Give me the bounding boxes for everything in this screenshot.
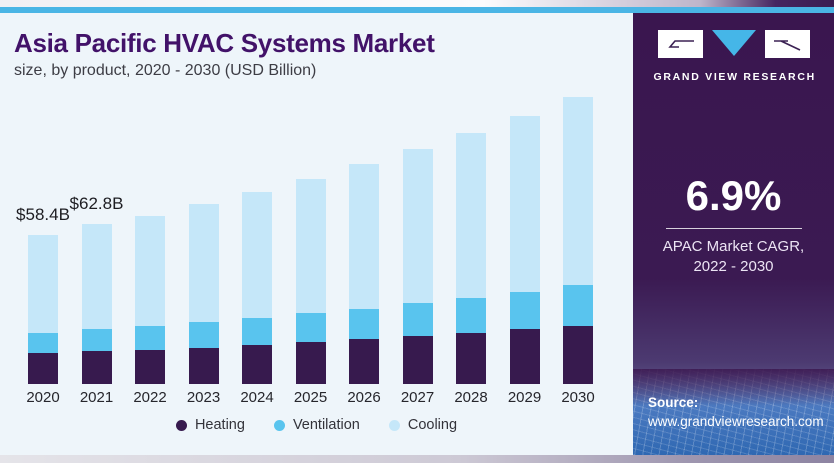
bar-segment-ventilation-2020 [28,332,58,354]
bar-segment-cooling-2029 [509,115,540,292]
bar-segment-heating-2023 [188,347,219,384]
x-label-2026: 2026 [347,389,381,406]
value-label-2020: $58.4B [16,205,70,225]
x-label-2024: 2024 [240,389,274,406]
bar-2027 [402,149,433,384]
cagr-label-line1: APAC Market CAGR, [662,238,805,256]
source-label: Source: [648,395,699,410]
bar-segment-cooling-2022 [135,215,165,327]
bar-segment-ventilation-2021 [81,329,112,352]
bar-2028 [456,132,486,384]
bar-segment-cooling-2027 [402,149,433,304]
bar-segment-cooling-2030 [563,97,593,286]
bar-2022 [135,215,165,384]
bar-2030 [563,97,593,384]
x-label-2022: 2022 [133,389,167,406]
bar-2026 [349,164,379,384]
x-label-2025: 2025 [293,389,328,406]
brand-panel: GRAND VIEW RESEARCH 6.9% APAC Market CAG… [633,13,834,455]
bar-segment-cooling-2026 [349,164,379,309]
legend-dot-heating [175,419,187,431]
bar-segment-ventilation-2026 [349,308,379,340]
bar-2029 [509,115,540,384]
legend-label-ventilation: Ventilation [292,417,360,433]
brand-name: GRAND VIEW RESEARCH [653,71,816,83]
page-subtitle: size, by product, 2020 - 2030 (USD Billi… [14,62,317,79]
legend-label-cooling: Cooling [407,417,458,433]
bar-segment-ventilation-2023 [188,322,219,348]
chart-legend: Heating Ventilation Cooling [0,417,633,433]
cagr-value: 6.9% [685,172,782,219]
bar-2021 [81,223,112,384]
x-label-2028: 2028 [454,389,488,406]
bar-2024 [242,191,272,384]
bar-segment-heating-2022 [135,349,165,384]
bar-segment-heating-2028 [456,333,486,384]
bar-segment-heating-2021 [81,351,112,384]
bar-segment-heating-2026 [349,339,379,384]
bar-segment-ventilation-2029 [509,291,540,330]
source-block: Source: www.grandviewresearch.com [633,369,834,455]
top-gradient-strip [0,0,834,7]
x-label-2023: 2023 [186,389,221,406]
legend-label-heating: Heating [194,417,245,433]
page-title: Asia Pacific HVAC Systems Market [14,28,435,58]
main-area: Asia Pacific HVAC Systems Market size, b… [0,13,834,455]
x-label-2030: 2030 [561,389,595,406]
source-url[interactable]: www.grandviewresearch.com [648,414,824,429]
bar-segment-heating-2024 [242,345,272,384]
stat-divider [665,228,802,230]
cagr-label-line2: 2022 - 2030 [693,258,774,276]
bar-segment-ventilation-2027 [402,303,433,337]
bar-segment-heating-2027 [402,336,433,384]
bar-segment-ventilation-2022 [135,326,165,350]
bars-row: $58.4B $62.8B [16,94,593,384]
legend-dot-cooling [388,419,400,431]
bar-segment-heating-2025 [295,342,326,384]
bar-2025 [295,178,326,384]
x-label-2027: 2027 [400,389,435,406]
bar-segment-heating-2030 [563,325,593,384]
bar-segment-cooling-2021 [81,223,112,330]
top-accent-strip [0,7,834,13]
gvr-logo-icon [657,30,810,58]
bar-segment-cooling-2028 [456,132,486,298]
legend-dot-ventilation [273,419,285,431]
bar-segment-ventilation-2028 [456,297,486,333]
bar-segment-ventilation-2030 [563,285,593,326]
chart-panel: Asia Pacific HVAC Systems Market size, b… [0,13,633,455]
bar-2020 [28,235,58,384]
bottom-gradient-strip [0,455,834,463]
x-axis-labels: 2020 2021 2022 2023 2024 2025 2026 2027 2028 2029… [26,389,595,406]
bar-2023 [188,204,219,384]
x-label-2020: 2020 [26,389,60,406]
bar-segment-heating-2029 [509,329,540,384]
x-label-2021: 2021 [79,389,114,406]
legend-item-cooling: Cooling [388,417,458,433]
bar-segment-ventilation-2025 [295,313,326,343]
bar-segment-cooling-2025 [295,178,326,314]
bar-segment-cooling-2024 [242,191,272,318]
logo-block: GRAND VIEW RESEARCH [654,29,814,83]
bar-segment-heating-2020 [28,353,58,384]
bar-segment-cooling-2020 [28,235,58,333]
legend-item-ventilation: Ventilation [273,417,360,433]
cagr-stat-block: 6.9% APAC Market CAGR, 2022 - 2030 [633,172,834,278]
x-label-2029: 2029 [507,389,542,406]
value-label-2021: $62.8B [69,193,124,213]
bar-segment-cooling-2023 [188,204,219,323]
bar-segment-ventilation-2024 [242,318,272,345]
legend-item-heating: Heating [175,417,245,433]
